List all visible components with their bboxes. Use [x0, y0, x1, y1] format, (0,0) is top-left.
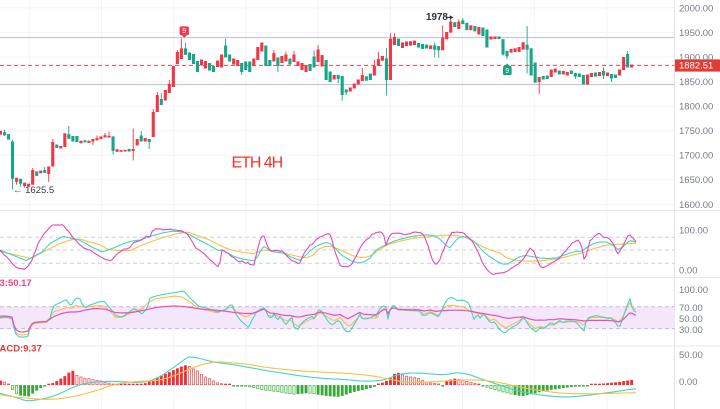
svg-text:50.00: 50.00: [679, 314, 703, 325]
svg-text:1900.00: 1900.00: [679, 52, 713, 63]
svg-text:1650.00: 1650.00: [679, 175, 713, 186]
svg-text:3:50.17: 3:50.17: [0, 278, 32, 289]
svg-text:0.00: 0.00: [679, 377, 698, 388]
svg-text:1700.00: 1700.00: [679, 151, 713, 162]
svg-text:1600.00: 1600.00: [679, 200, 713, 211]
svg-text:1850.00: 1850.00: [679, 77, 713, 88]
svg-text:← 1625.5: ← 1625.5: [13, 185, 54, 196]
svg-text:30.00: 30.00: [679, 325, 703, 336]
svg-text:100.00: 100.00: [679, 285, 708, 296]
svg-text:9: 9: [182, 26, 186, 35]
svg-text:0.00: 0.00: [679, 265, 698, 276]
svg-text:50.00: 50.00: [679, 350, 703, 361]
svg-text:1950.00: 1950.00: [679, 28, 713, 39]
svg-text:1750.00: 1750.00: [679, 126, 713, 137]
svg-text:ETH 4H: ETH 4H: [232, 155, 283, 172]
svg-text:1978: 1978: [426, 12, 448, 23]
svg-text:1882.51: 1882.51: [679, 61, 713, 72]
svg-text:1800.00: 1800.00: [679, 102, 713, 113]
svg-text:ACD:9.37: ACD:9.37: [0, 344, 42, 355]
svg-text:9: 9: [505, 66, 509, 75]
svg-text:2000.00: 2000.00: [679, 3, 713, 14]
svg-text:70.00: 70.00: [679, 303, 703, 314]
svg-text:100.00: 100.00: [679, 225, 708, 236]
